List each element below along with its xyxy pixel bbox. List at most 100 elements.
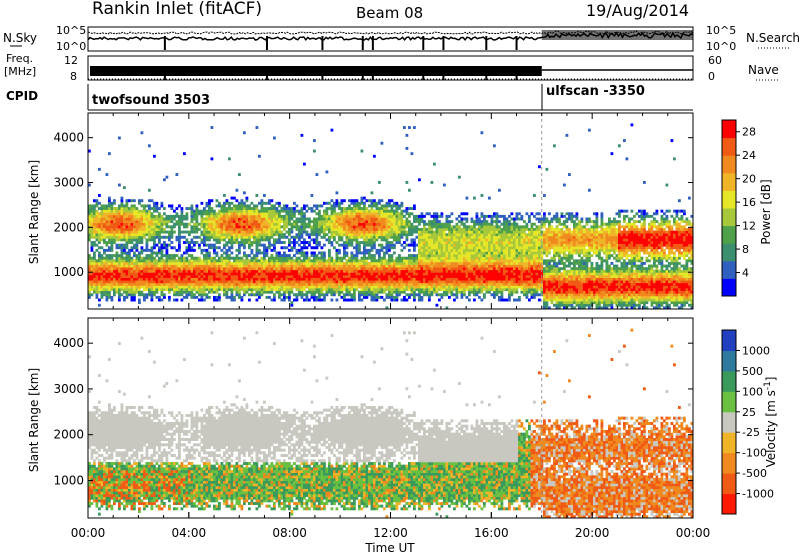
power-cell xyxy=(143,259,146,263)
power-cell xyxy=(398,290,401,294)
power-cell xyxy=(278,272,281,276)
power-cell xyxy=(245,256,249,260)
power-cell xyxy=(90,256,94,260)
power-cell xyxy=(90,269,94,273)
power-cell xyxy=(168,272,171,276)
power-cell xyxy=(318,214,321,218)
power-cell xyxy=(448,290,451,294)
power-cell xyxy=(158,230,161,234)
power-cell xyxy=(435,235,439,239)
power-cell xyxy=(320,246,324,250)
power-cell xyxy=(320,264,324,268)
power-cell xyxy=(443,272,446,276)
power-cell xyxy=(313,220,316,224)
power-cell xyxy=(305,233,309,237)
power-cell xyxy=(350,264,354,268)
power-cell xyxy=(118,207,121,210)
power-cell xyxy=(138,238,141,242)
power-cell xyxy=(110,201,114,205)
power-cell xyxy=(255,204,259,208)
power-cell xyxy=(203,267,206,271)
power-cell xyxy=(243,207,246,210)
power-cell xyxy=(420,288,424,291)
power-cell xyxy=(130,235,134,239)
power-cell xyxy=(245,254,249,258)
power-cell xyxy=(478,261,481,265)
power-cell xyxy=(288,230,291,234)
power-cell xyxy=(290,285,294,289)
power-cell xyxy=(128,207,131,210)
power-cell xyxy=(415,217,419,221)
power-cell xyxy=(320,235,324,239)
power-cell xyxy=(285,264,289,268)
power-cell xyxy=(353,222,356,226)
power-cell xyxy=(328,277,331,281)
power-cell xyxy=(208,220,211,224)
power-cell xyxy=(288,267,291,271)
power-cell xyxy=(375,261,379,265)
power-cell xyxy=(350,217,354,221)
power-cell xyxy=(255,269,259,273)
power-cell xyxy=(470,217,474,221)
power-cell xyxy=(115,214,119,218)
power-cell xyxy=(413,259,416,263)
power-cell xyxy=(153,256,156,260)
power-cell xyxy=(153,282,156,286)
power-cell xyxy=(243,201,246,205)
power-cell xyxy=(390,261,394,265)
power-cell xyxy=(90,280,94,284)
power-cell xyxy=(93,230,96,234)
power-cell xyxy=(125,295,129,299)
power-cell xyxy=(428,288,431,291)
power-cell xyxy=(448,241,451,244)
power-cell xyxy=(98,259,101,263)
power-cell xyxy=(278,259,281,263)
power-cell xyxy=(473,275,476,278)
power-cell xyxy=(263,254,266,258)
power-cell xyxy=(250,235,254,239)
power-cell xyxy=(328,267,331,271)
power-cell xyxy=(303,227,306,231)
power-cell xyxy=(425,256,429,260)
power-cell xyxy=(455,227,459,231)
power-cell xyxy=(160,248,164,252)
cpid-label: CPID xyxy=(6,89,38,103)
power-cell xyxy=(105,293,109,297)
power-cell xyxy=(223,246,226,250)
power-cell xyxy=(423,267,426,271)
power-cell xyxy=(225,293,229,297)
power-cell xyxy=(363,264,366,268)
power-cell xyxy=(295,251,299,255)
power-cell xyxy=(148,275,151,278)
power-cell xyxy=(440,259,444,263)
power-cell xyxy=(463,293,466,297)
power-cell xyxy=(440,225,444,229)
power-cell xyxy=(285,235,289,239)
power-cell xyxy=(205,235,209,239)
power-cell xyxy=(208,259,211,263)
power-cell xyxy=(165,220,169,224)
power-cell xyxy=(150,251,154,255)
power-cell xyxy=(310,259,314,263)
power-cell xyxy=(183,241,186,244)
power-cell xyxy=(238,241,241,244)
power-cell xyxy=(240,220,244,224)
power-cell xyxy=(165,261,169,265)
power-cell xyxy=(138,199,141,203)
power-cell xyxy=(420,243,424,247)
power-cell xyxy=(313,238,316,242)
power-cell xyxy=(293,267,296,271)
power-cell xyxy=(480,267,484,271)
power-cell xyxy=(163,178,166,182)
power-cell xyxy=(118,225,121,229)
power-cell xyxy=(413,241,416,244)
power-cell xyxy=(400,220,404,224)
power-cell xyxy=(235,199,239,203)
power-cell xyxy=(305,222,309,226)
power-cell xyxy=(258,285,261,289)
power-cell xyxy=(183,261,186,265)
power-cell xyxy=(198,275,201,278)
power-cell xyxy=(463,272,466,276)
power-cell xyxy=(143,275,146,278)
power-cell xyxy=(423,238,426,242)
